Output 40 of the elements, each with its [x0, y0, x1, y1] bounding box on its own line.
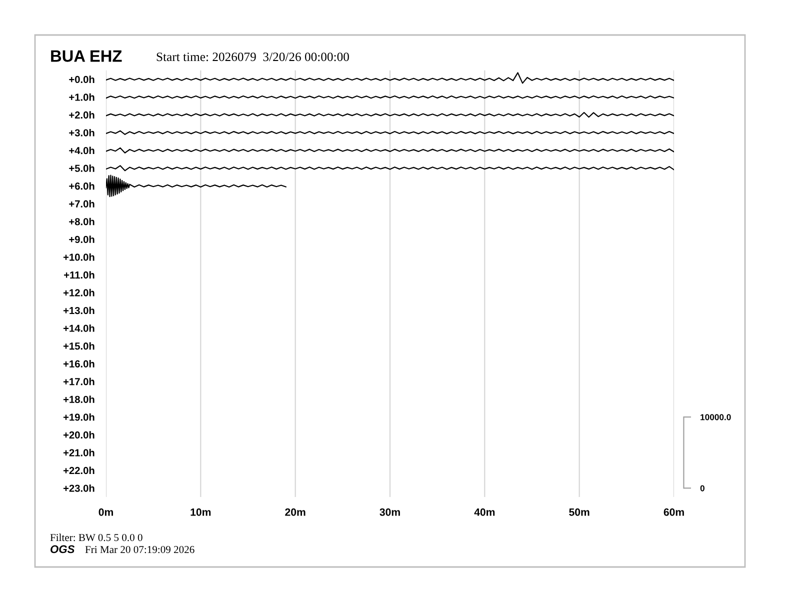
line-series [106, 72, 674, 84]
y-tick-label: +15.0h [63, 342, 94, 350]
y-tick-label: +13.0h [63, 306, 94, 314]
y2-tick-label: 10000.0 [700, 414, 731, 420]
y-tick-label: +2.0h [69, 111, 94, 119]
chart-subtitle: Start time: 2026079 3/20/26 00:00:00 [156, 52, 349, 62]
x-tick-label: 10m [190, 508, 211, 516]
text: OGS [50, 545, 75, 554]
y-tick-label: +7.0h [69, 200, 94, 208]
y-tick-label: +10.0h [63, 253, 94, 261]
x-tick-label: 30m [380, 508, 400, 516]
y-tick-label: +8.0h [69, 218, 94, 226]
y-tick-label: +16.0h [63, 360, 94, 368]
y-tick-label: +23.0h [63, 484, 94, 492]
x-tick-label: 50m [569, 508, 590, 516]
y-tick-label: +4.0h [69, 146, 94, 154]
y-tick-label: +21.0h [63, 448, 94, 456]
y-tick-label: +19.0h [63, 413, 94, 421]
y-tick-label: +17.0h [63, 378, 94, 386]
y-tick-label: +3.0h [69, 128, 94, 136]
x-tick-label: 0m [98, 508, 113, 516]
y-tick-label: +11.0h [64, 271, 94, 279]
y-tick-label: +14.0h [63, 324, 94, 332]
chart-title: BUA EHZ [51, 50, 122, 62]
x-tick-label: 40m [474, 508, 495, 516]
y-tick-label: +5.0h [69, 164, 94, 172]
y-tick-label: +6.0h [69, 182, 94, 190]
y-tick-label: +9.0h [69, 236, 94, 244]
x-tick-label: 20m [285, 508, 306, 516]
y-tick-label: +20.0h [63, 431, 94, 439]
x-tick-label: 60m [664, 508, 684, 516]
line-series [106, 174, 286, 198]
y-tick-label: +22.0h [63, 466, 94, 474]
text: Fri Mar 20 07:19:09 2026 [85, 546, 194, 554]
y-tick-label: +12.0h [63, 288, 94, 296]
y-tick-label: +1.0h [69, 93, 94, 101]
y-tick-label: +18.0h [63, 396, 94, 404]
y-tick-label: +0.0h [69, 76, 94, 84]
y2-tick-label: 0 [700, 485, 704, 492]
text: Filter: BW 0.5 5 0.0 0 [50, 534, 142, 542]
